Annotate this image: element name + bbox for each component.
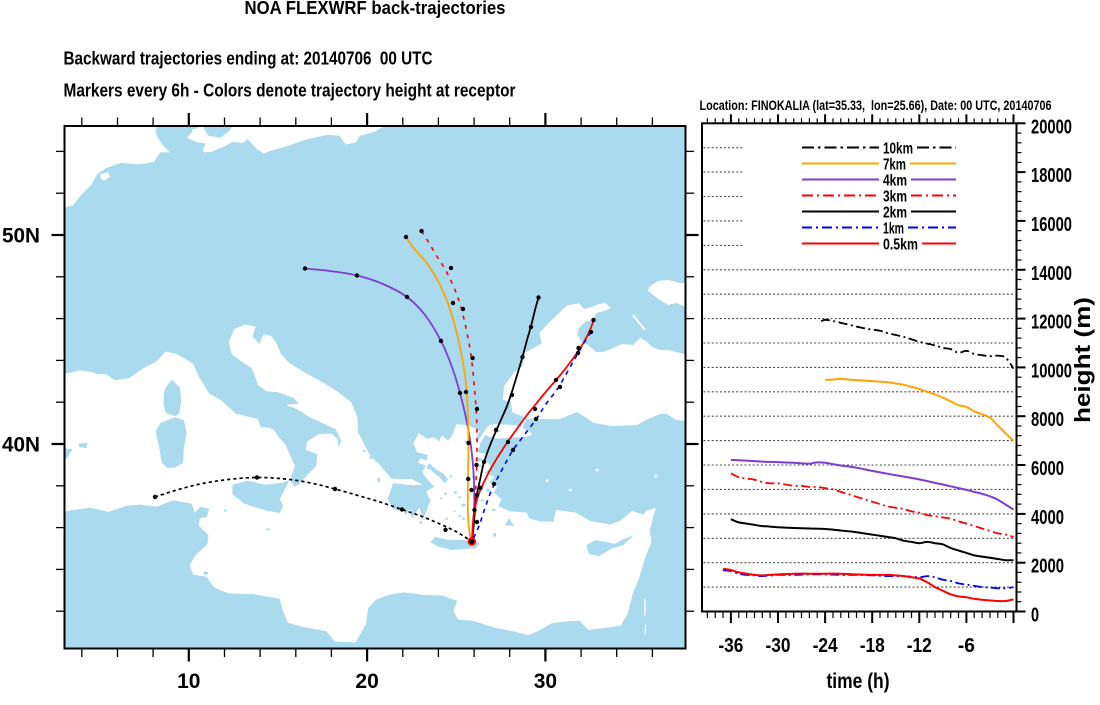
svg-text:-18: -18 <box>860 635 885 657</box>
svg-text:Markers every 6h - Colors deno: Markers every 6h - Colors denote traject… <box>64 81 516 101</box>
svg-text:height (m): height (m) <box>1070 297 1095 423</box>
svg-text:20000: 20000 <box>1031 116 1072 138</box>
svg-text:1km: 1km <box>883 221 904 238</box>
svg-text:2km: 2km <box>883 205 907 222</box>
svg-text:-30: -30 <box>766 635 791 657</box>
svg-text:14000: 14000 <box>1031 263 1072 285</box>
svg-text:12000: 12000 <box>1031 312 1072 334</box>
svg-text:40N: 40N <box>2 434 40 457</box>
svg-text:6000: 6000 <box>1031 458 1064 480</box>
svg-text:3km: 3km <box>883 189 907 206</box>
svg-text:10: 10 <box>177 670 200 693</box>
svg-text:0: 0 <box>1031 605 1039 627</box>
svg-text:10km: 10km <box>883 141 913 158</box>
svg-text:-12: -12 <box>907 635 932 657</box>
svg-text:Backward trajectories ending a: Backward trajectories ending at: 2014070… <box>64 49 433 69</box>
svg-text:18000: 18000 <box>1031 165 1072 187</box>
svg-text:20: 20 <box>355 670 378 693</box>
svg-text:-6: -6 <box>958 635 975 657</box>
svg-text:8000: 8000 <box>1031 409 1064 431</box>
svg-text:time (h): time (h) <box>827 670 890 693</box>
svg-text:50N: 50N <box>2 225 40 248</box>
svg-text:16000: 16000 <box>1031 214 1072 236</box>
svg-text:4km: 4km <box>883 173 907 190</box>
svg-text:NOA FLEXWRF back-trajectories: NOA FLEXWRF back-trajectories <box>245 0 506 18</box>
svg-text:10000: 10000 <box>1031 360 1072 382</box>
svg-text:Location: FINOKALIA (lat=35.33: Location: FINOKALIA (lat=35.33, lon=25.6… <box>700 97 1052 113</box>
svg-text:4000: 4000 <box>1031 507 1064 529</box>
svg-text:30: 30 <box>534 670 557 693</box>
svg-text:-24: -24 <box>813 635 839 657</box>
svg-text:2000: 2000 <box>1031 556 1064 578</box>
svg-text:0.5km: 0.5km <box>883 237 918 254</box>
svg-text:7km: 7km <box>883 157 906 174</box>
svg-text:-36: -36 <box>718 635 743 657</box>
